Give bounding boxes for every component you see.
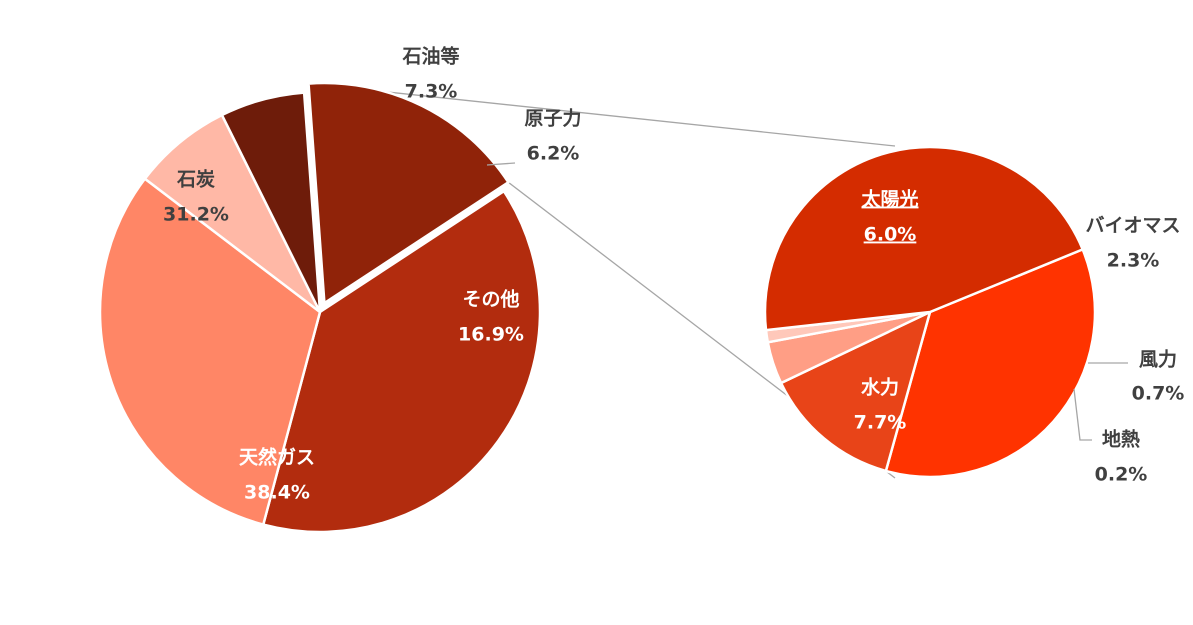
main-slice-0 xyxy=(262,189,542,534)
sub-value-label-1: 2.3% xyxy=(1107,250,1160,272)
main-slice-3 xyxy=(220,91,322,314)
main-category-label-1: 石炭 xyxy=(176,169,215,191)
sub-category-label-4: 水力 xyxy=(861,376,899,399)
sub-value-label-3: 0.2% xyxy=(1095,464,1148,486)
data-labels: 天然ガス 38.4% 石炭 31.2% 石油等 7.3% 原子力 6.2% その他 16.9% 太陽… xyxy=(163,45,1184,504)
leader-line-geo xyxy=(1073,388,1092,441)
sub-slice-0 xyxy=(884,248,1097,479)
main-slice-1 xyxy=(98,177,322,526)
sub-value-label-4: 7.7% xyxy=(854,412,907,434)
sub-slice-1 xyxy=(779,310,932,473)
main-value-label-1: 31.2% xyxy=(163,204,229,226)
main-category-label-0: 天然ガス xyxy=(239,446,315,469)
sub-category-label-1: バイオマス xyxy=(1085,215,1180,237)
main-value-label-3: 6.2% xyxy=(527,143,580,165)
sub-value-label-2: 0.7% xyxy=(1132,383,1185,405)
sub-category-label-2: 風力 xyxy=(1139,348,1177,371)
leader-line-nuclear xyxy=(486,162,516,166)
sub-category-label-0: 太陽光 xyxy=(861,188,918,211)
main-slice-2 xyxy=(143,113,322,314)
leader-lines xyxy=(486,162,1128,441)
main-value-label-2: 7.3% xyxy=(405,81,458,103)
sub-value-label-0: 6.0% xyxy=(864,224,917,246)
main-category-label-2: 石油等 xyxy=(401,45,459,68)
sub-slice-4 xyxy=(763,145,1084,332)
main-pie xyxy=(98,81,542,534)
main-category-label-3: 原子力 xyxy=(524,107,581,130)
main-value-label-4: 16.9% xyxy=(458,324,524,346)
connector-line-top xyxy=(308,82,896,147)
main-value-label-0: 38.4% xyxy=(244,482,310,504)
breakdown-pie xyxy=(763,145,1097,479)
sub-category-label-3: 地熱 xyxy=(1102,428,1140,451)
main-category-label-4: その他 xyxy=(462,288,519,311)
